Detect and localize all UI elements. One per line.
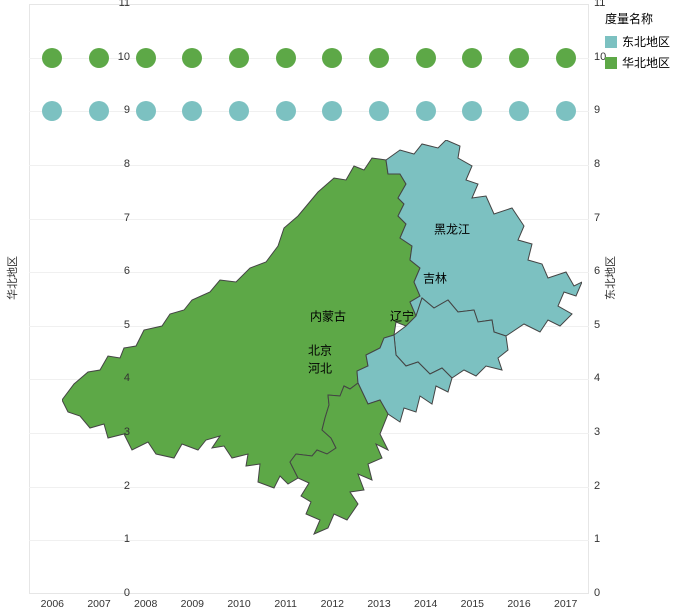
y-axis-right-label: 东北地区 — [602, 256, 618, 300]
x-tick: 2015 — [461, 598, 484, 610]
legend-label: 华北地区 — [622, 54, 670, 71]
y-tick-right: 2 — [594, 480, 600, 492]
legend-swatch — [605, 57, 617, 69]
data-point[interactable] — [276, 48, 296, 68]
data-point[interactable] — [369, 101, 389, 121]
x-tick: 2007 — [87, 598, 110, 610]
y-tick-right: 7 — [594, 212, 600, 224]
y-tick-left: 1 — [106, 533, 130, 545]
data-point[interactable] — [229, 101, 249, 121]
x-tick: 2010 — [227, 598, 250, 610]
x-tick: 2014 — [414, 598, 437, 610]
y-tick-right: 11 — [594, 0, 605, 9]
data-point[interactable] — [556, 48, 576, 68]
legend-label: 东北地区 — [622, 33, 670, 50]
data-point[interactable] — [136, 48, 156, 68]
data-point[interactable] — [416, 101, 436, 121]
y-tick-left: 8 — [106, 158, 130, 170]
y-tick-right: 5 — [594, 319, 600, 331]
data-point[interactable] — [229, 48, 249, 68]
x-tick: 2013 — [367, 598, 390, 610]
x-tick: 2016 — [507, 598, 530, 610]
data-point[interactable] — [322, 101, 342, 121]
y-tick-left: 11 — [106, 0, 130, 9]
data-point[interactable] — [42, 101, 62, 121]
map-region[interactable] — [386, 140, 582, 336]
y-tick-left: 6 — [106, 265, 130, 277]
y-tick-right: 1 — [594, 533, 600, 545]
y-tick-left: 2 — [106, 480, 130, 492]
data-point[interactable] — [42, 48, 62, 68]
y-tick-left: 7 — [106, 212, 130, 224]
data-point[interactable] — [416, 48, 436, 68]
y-axis-left-label: 华北地区 — [4, 256, 20, 300]
data-point[interactable] — [462, 48, 482, 68]
data-point[interactable] — [322, 48, 342, 68]
y-tick-right: 8 — [594, 158, 600, 170]
x-tick: 2011 — [274, 598, 297, 610]
map-region-label: 吉林 — [423, 270, 447, 287]
legend-item[interactable]: 东北地区 — [605, 33, 670, 50]
data-point[interactable] — [182, 101, 202, 121]
x-tick: 2006 — [41, 598, 64, 610]
legend-item[interactable]: 华北地区 — [605, 54, 670, 71]
x-tick: 2008 — [134, 598, 157, 610]
data-point[interactable] — [509, 101, 529, 121]
map-region-label: 内蒙古 — [310, 308, 346, 325]
x-tick: 2017 — [554, 598, 577, 610]
y-tick-left: 4 — [106, 372, 130, 384]
data-point[interactable] — [556, 101, 576, 121]
map-region-label: 北京 — [308, 342, 332, 359]
y-tick-left: 5 — [106, 319, 130, 331]
data-point[interactable] — [182, 48, 202, 68]
y-tick-right: 3 — [594, 426, 600, 438]
chart-container: 内蒙古黑龙江吉林辽宁北京河北 01234567891011 0123456789… — [0, 0, 695, 613]
data-point[interactable] — [276, 101, 296, 121]
x-tick: 2012 — [321, 598, 344, 610]
legend: 度量名称 东北地区华北地区 — [605, 10, 670, 75]
data-point[interactable] — [136, 101, 156, 121]
y-tick-left: 9 — [106, 104, 130, 116]
data-point[interactable] — [369, 48, 389, 68]
legend-title: 度量名称 — [605, 10, 670, 27]
data-point[interactable] — [462, 101, 482, 121]
y-tick-right: 6 — [594, 265, 600, 277]
data-point[interactable] — [509, 48, 529, 68]
y-tick-left: 3 — [106, 426, 130, 438]
y-tick-right: 0 — [594, 587, 600, 599]
y-tick-right: 9 — [594, 104, 600, 116]
map-region-label: 黑龙江 — [434, 221, 470, 238]
map-layer — [62, 140, 582, 540]
y-tick-left: 10 — [106, 51, 130, 63]
y-tick-right: 4 — [594, 372, 600, 384]
x-tick: 2009 — [181, 598, 204, 610]
map-region-label: 河北 — [308, 360, 332, 377]
legend-swatch — [605, 36, 617, 48]
map-region-label: 辽宁 — [390, 308, 414, 325]
